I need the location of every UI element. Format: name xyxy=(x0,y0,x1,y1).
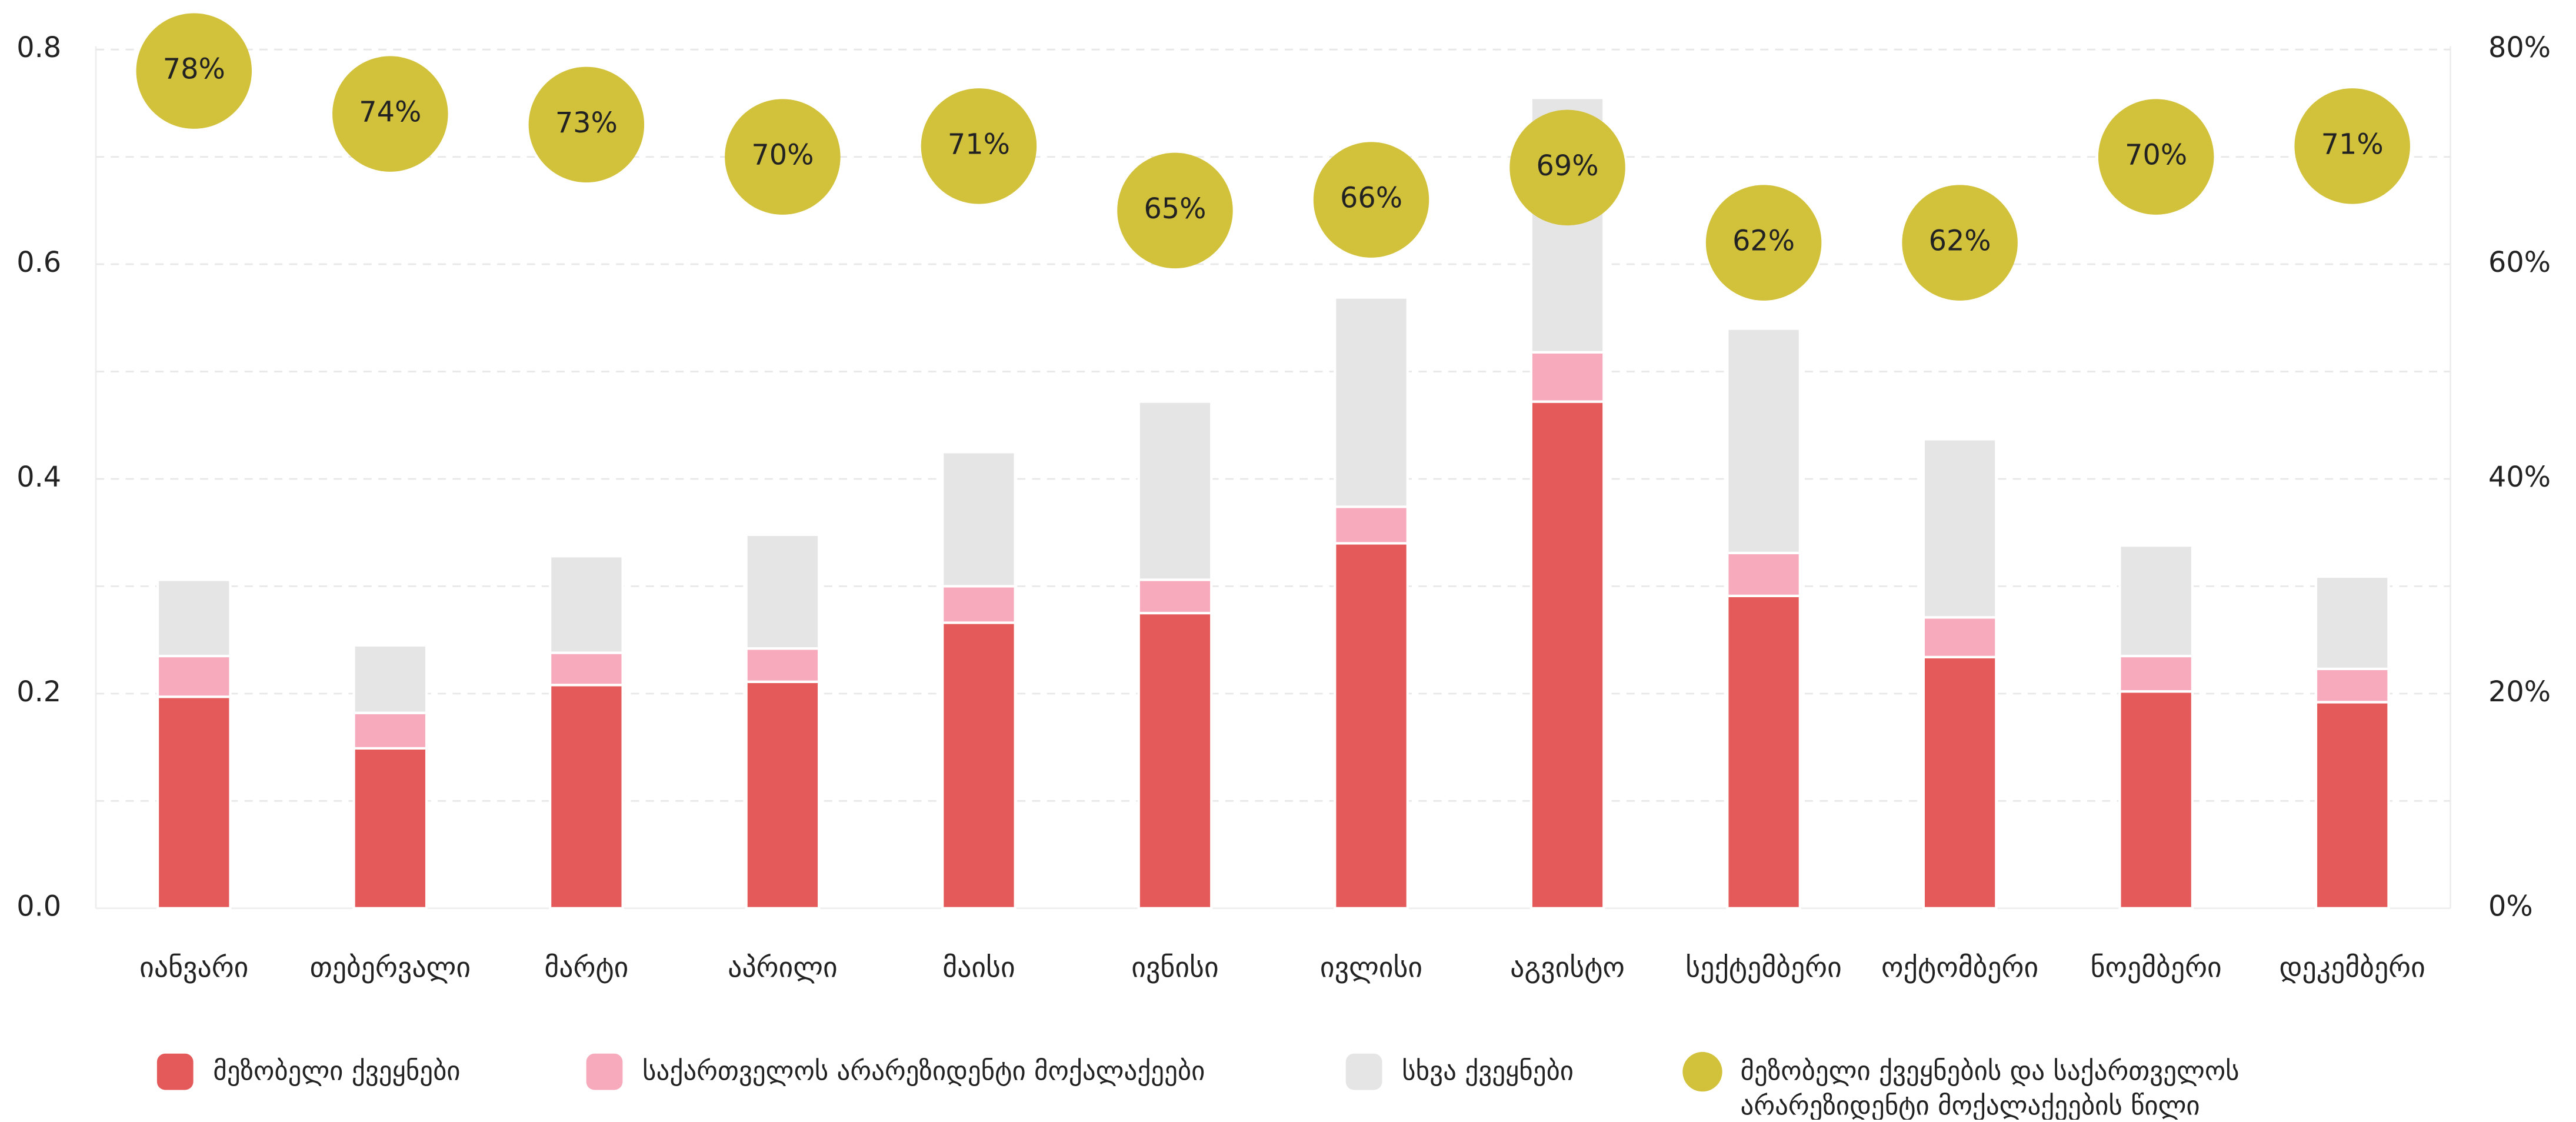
x-tick-label: ივლისი xyxy=(1320,952,1422,984)
share-circle xyxy=(1509,109,1625,226)
y2-tick-label: 80% xyxy=(2488,32,2551,64)
bar-segment xyxy=(2118,690,2194,910)
share-label: 70% xyxy=(751,139,814,172)
x-tick-label: თებერვალი xyxy=(310,952,471,984)
share-circle xyxy=(1902,185,2018,301)
legend-label: მეზობელი ქვეყნები xyxy=(213,1055,461,1087)
bar-segment xyxy=(2118,544,2194,658)
bar-segment xyxy=(352,747,428,910)
legend-label: საქართველოს არარეზიდენტი მოქალაქეები xyxy=(642,1055,1205,1087)
bar-segment xyxy=(1137,400,1213,581)
bar-segment xyxy=(1334,542,1409,910)
legend-item: საქართველოს არარეზიდენტი მოქალაქეები xyxy=(642,1055,1205,1087)
bar-segment xyxy=(1922,655,1998,910)
bar-segment xyxy=(941,451,1017,588)
bar-segment xyxy=(156,695,232,910)
legend-item: მეზობელი ქვეყნები xyxy=(213,1055,461,1087)
share-label: 66% xyxy=(1340,182,1402,215)
share-circle xyxy=(921,88,1037,204)
bar-segment xyxy=(1726,551,1801,597)
share-circle xyxy=(528,66,645,183)
x-tick-label: ოქტომბერი xyxy=(1881,952,2038,984)
legend-label: სხვა ქვეყნები xyxy=(1402,1055,1574,1087)
bar-segment xyxy=(2314,667,2390,704)
x-tick-label: ივნისი xyxy=(1131,952,1218,984)
bar-segment xyxy=(352,711,428,750)
legend-swatch xyxy=(586,1053,623,1090)
bar-segment xyxy=(941,621,1017,910)
bar-segment xyxy=(745,647,821,683)
share-label: 73% xyxy=(555,107,618,139)
bar-segment xyxy=(1726,327,1801,554)
y2-tick-label: 20% xyxy=(2488,676,2551,708)
share-label: 65% xyxy=(1144,193,1206,225)
bar-segment xyxy=(745,533,821,650)
bar-segment xyxy=(1334,296,1409,508)
y-tick-label: 0.4 xyxy=(16,461,61,494)
bar-segment xyxy=(2314,701,2390,910)
bar-segment xyxy=(1137,611,1213,910)
share-circle xyxy=(332,56,448,172)
y-tick-label: 0.0 xyxy=(16,891,61,923)
legend-item: მეზობელი ქვეყნების და საქართველოს არარეზ… xyxy=(1740,1055,2240,1121)
bar-segment xyxy=(548,684,624,910)
share-circle xyxy=(136,13,252,129)
share-circle xyxy=(1117,152,1233,269)
bar-segment xyxy=(941,585,1017,624)
share-label: 70% xyxy=(2125,139,2187,172)
bar-segment xyxy=(156,654,232,698)
y-tick-label: 0.2 xyxy=(16,676,61,708)
x-tick-label: ნოემბერი xyxy=(2091,952,2222,984)
share-label: 78% xyxy=(163,54,225,86)
bar-segment xyxy=(1726,594,1801,910)
x-tick-label: აპრილი xyxy=(728,952,838,984)
share-label: 62% xyxy=(1732,225,1795,258)
bar-segment xyxy=(548,651,624,687)
bar-segment xyxy=(1137,578,1213,615)
share-label: 62% xyxy=(1929,225,1991,258)
legend-item: სხვა ქვეყნები xyxy=(1402,1055,1574,1087)
x-tick-label: მაისი xyxy=(942,952,1015,984)
y2-tick-label: 60% xyxy=(2488,247,2551,279)
bar-segment xyxy=(2118,654,2194,693)
bar-segment xyxy=(1529,351,1605,403)
share-label: 71% xyxy=(2321,128,2384,161)
bar-segment xyxy=(1922,616,1998,658)
bar-segment xyxy=(352,644,428,714)
x-tick-label: დეკემბერი xyxy=(2280,952,2425,984)
bar-segment xyxy=(1334,505,1409,545)
legend-swatch xyxy=(156,1053,194,1090)
bar-segment xyxy=(2314,575,2390,670)
share-circle xyxy=(1705,185,1822,301)
bar-segment xyxy=(548,555,624,654)
x-tick-label: მარტი xyxy=(544,952,628,984)
legend-label: მეზობელი ქვეყნების და საქართველოს არარეზ… xyxy=(1740,1055,2240,1121)
y-tick-label: 0.6 xyxy=(16,247,61,279)
bar-segment xyxy=(156,578,232,658)
share-circle xyxy=(2294,88,2410,204)
share-circle xyxy=(725,99,841,215)
legend-swatch xyxy=(1682,1051,1722,1092)
y2-tick-label: 40% xyxy=(2488,461,2551,494)
bar-segment xyxy=(745,680,821,910)
share-circle xyxy=(1313,142,1429,258)
x-tick-label: სექტემბერი xyxy=(1685,952,1842,984)
bar-segment xyxy=(1922,438,1998,619)
y-tick-label: 0.8 xyxy=(16,32,61,64)
share-label: 74% xyxy=(359,96,421,129)
x-tick-label: იანვარი xyxy=(139,952,248,984)
share-label: 71% xyxy=(948,128,1010,161)
share-circle xyxy=(2098,99,2214,215)
share-label: 69% xyxy=(1537,150,1599,182)
y2-tick-label: 0% xyxy=(2488,891,2533,923)
legend-swatch xyxy=(1345,1053,1382,1090)
x-tick-label: აგვისტო xyxy=(1510,952,1625,984)
bar-segment xyxy=(1529,400,1605,910)
